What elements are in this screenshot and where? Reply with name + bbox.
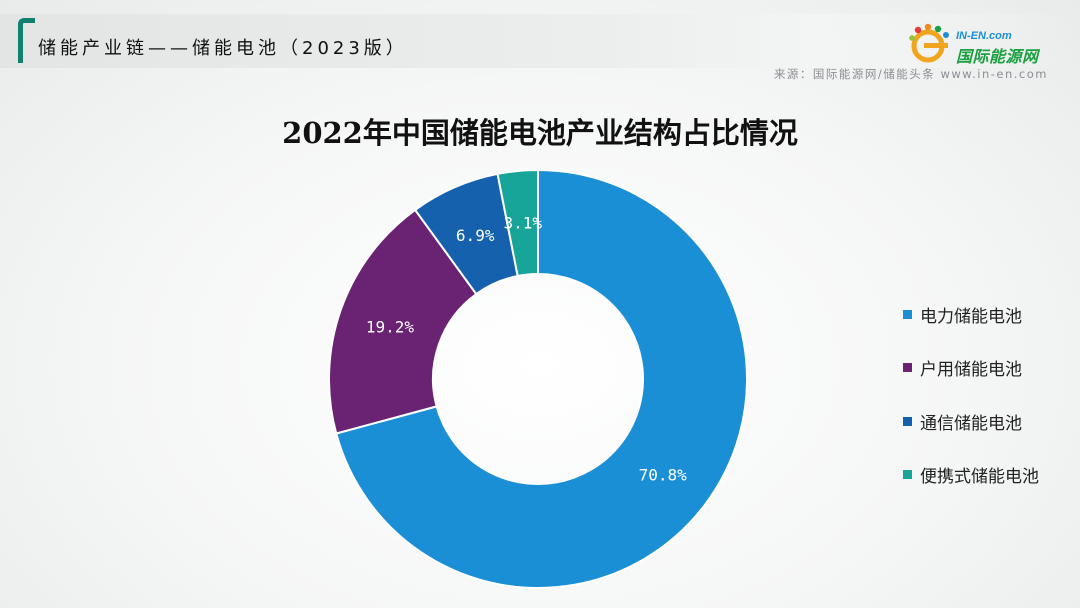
legend-item-telecom-storage: 通信储能电池 bbox=[903, 410, 1022, 434]
source-note: 来源：国际能源网/储能头条 www.in-en.com bbox=[773, 67, 1048, 81]
legend-item-power-storage: 电力储能电池 bbox=[903, 303, 1022, 327]
legend-swatch bbox=[903, 309, 912, 319]
data-label-telecom-storage: 6.9% bbox=[456, 226, 495, 245]
slice-power-storage bbox=[335, 168, 748, 589]
header-accent-bracket bbox=[18, 18, 35, 63]
legend-swatch bbox=[903, 363, 912, 372]
legend-item-portable-storage: 便携式储能电池 bbox=[903, 464, 1039, 487]
header-bar bbox=[0, 14, 1080, 68]
logo: IN-EN.com 国际能源网 bbox=[906, 22, 1054, 66]
legend-item-household-storage: 户用储能电池 bbox=[903, 357, 1022, 380]
legend-label: 户用储能电池 bbox=[920, 360, 1022, 380]
logo-main-text: 国际能源网 bbox=[956, 47, 1039, 66]
slice-portable-storage bbox=[496, 168, 539, 278]
page-title: 储能产业链——储能电池（2023版） bbox=[38, 38, 408, 59]
legend-swatch bbox=[903, 470, 912, 479]
chart-title: 2022年中国储能电池产业结构占比情况 bbox=[282, 116, 798, 150]
logo-mark-icon bbox=[909, 23, 949, 63]
legend-swatch bbox=[903, 416, 912, 426]
legend-label: 通信储能电池 bbox=[920, 413, 1022, 434]
legend-label: 电力储能电池 bbox=[920, 306, 1022, 327]
data-label-portable-storage: 3.1% bbox=[503, 214, 542, 233]
logo-top-text: IN-EN.com bbox=[956, 30, 1012, 42]
data-label-power-storage: 70.8% bbox=[639, 465, 688, 484]
legend-label: 便携式储能电池 bbox=[920, 467, 1039, 487]
data-label-household-storage: 19.2% bbox=[366, 318, 415, 337]
slice-household-storage bbox=[328, 208, 478, 435]
